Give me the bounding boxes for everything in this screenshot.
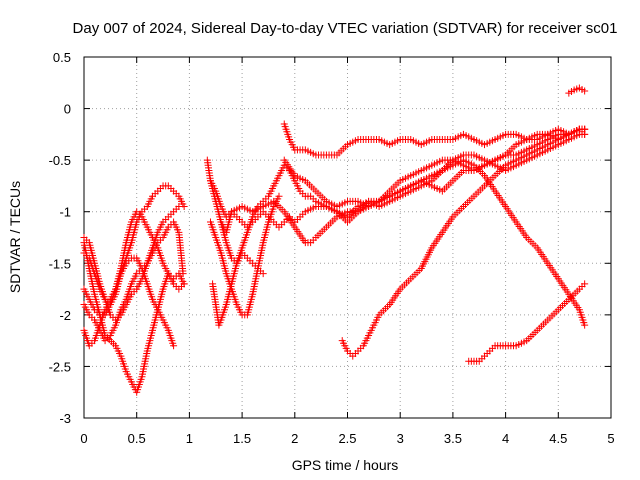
data-point-marker [581,125,589,133]
grid-lines [84,57,611,418]
x-tick-label: 2 [291,431,298,446]
x-tick-label: 5 [607,431,614,446]
x-tick-label: 4 [502,431,509,446]
series-trace-15 [465,280,589,365]
y-axis-label: SDTVAR / TECUs [7,181,23,293]
series-trace-9 [209,249,267,329]
data-point-marker [581,87,589,95]
x-axis-label: GPS time / hours [292,457,399,473]
series-trace-1 [80,239,188,396]
y-tick-label: 0.5 [53,50,71,65]
data-point-marker [259,270,267,278]
x-tick-label: 1 [186,431,193,446]
data-series [80,84,589,396]
data-point-marker [179,270,187,278]
y-tick-label: -2.5 [49,359,71,374]
y-tick-label: 0 [64,102,71,117]
x-tick-label: 4.5 [549,431,567,446]
y-tick-label: -3 [59,411,71,426]
data-point-marker [275,192,283,200]
x-tick-label: 1.5 [233,431,251,446]
series-trace-7 [203,130,589,267]
y-tick-labels: -3 -2.5 -2 -1.5 -1 -0.5 0 0.5 [49,50,71,426]
series-trace-6 [80,203,183,345]
x-tick-label: 3 [397,431,404,446]
y-tick-label: -0.5 [49,153,71,168]
x-tick-label: 0.5 [128,431,146,446]
data-point-marker [170,342,178,350]
series-trace-16 [565,84,589,97]
y-tick-label: -1.5 [49,256,71,271]
chart-title: Day 007 of 2024, Sidereal Day-to-day VTE… [73,20,618,37]
series-trace-8 [206,192,283,319]
x-tick-label: 0 [80,431,87,446]
x-tick-labels: 0 0.5 1 1.5 2 2.5 3 3.5 4 4.5 5 [80,431,614,446]
data-point-marker [581,280,589,288]
series-trace-13 [280,156,589,329]
data-point-marker [175,203,183,211]
x-tick-label: 3.5 [444,431,462,446]
series-trace-14 [338,125,589,360]
y-tick-label: -1 [59,205,71,220]
data-point-marker [581,321,589,329]
y-tick-label: -2 [59,308,71,323]
data-point-marker [180,280,188,288]
x-tick-label: 2.5 [338,431,356,446]
